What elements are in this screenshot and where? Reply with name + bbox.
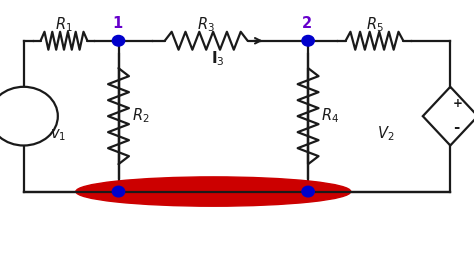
Circle shape xyxy=(112,35,125,46)
Text: -: - xyxy=(453,120,459,135)
Text: $v_1$: $v_1$ xyxy=(50,128,66,143)
Text: 2: 2 xyxy=(302,16,312,31)
Text: $R_2$: $R_2$ xyxy=(132,106,149,125)
Text: $\mathbf{I}_3$: $\mathbf{I}_3$ xyxy=(211,49,225,68)
Text: $R_3$: $R_3$ xyxy=(197,15,215,34)
Circle shape xyxy=(302,186,314,197)
Text: 1: 1 xyxy=(112,16,123,31)
Text: $R_5$: $R_5$ xyxy=(365,15,383,34)
Text: $R_4$: $R_4$ xyxy=(321,106,339,125)
Circle shape xyxy=(112,186,125,197)
Text: +: + xyxy=(453,97,463,110)
Circle shape xyxy=(0,87,58,145)
Text: l analysis | Types | Voltage | Supernode Analysis | Prop: l analysis | Types | Voltage | Supernode… xyxy=(5,232,474,250)
Text: $R_1$: $R_1$ xyxy=(55,15,73,34)
Circle shape xyxy=(302,35,314,46)
Ellipse shape xyxy=(76,177,351,206)
Text: $V_2$: $V_2$ xyxy=(377,124,394,143)
